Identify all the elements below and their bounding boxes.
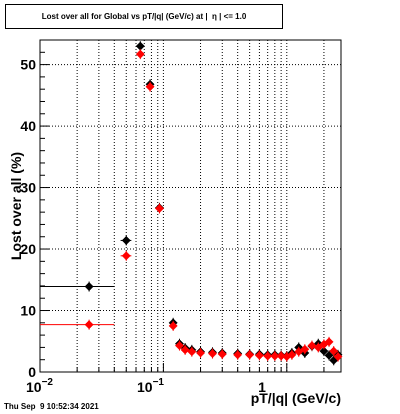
data-point	[333, 352, 343, 362]
data-point	[121, 251, 131, 261]
data-point	[263, 351, 273, 361]
x-tick-base-1e-1: 10	[137, 379, 153, 395]
series-2	[40, 49, 343, 362]
data-point	[154, 203, 165, 214]
x-tick-label-1e-2: 10−2	[26, 377, 53, 395]
x-tick-label-1: 1	[258, 379, 266, 395]
y-tick-label: 40	[20, 118, 36, 134]
y-tick-label: 20	[20, 241, 36, 257]
data-point	[145, 82, 155, 92]
data-point	[287, 350, 297, 360]
data-point	[254, 350, 264, 360]
y-tick-label: 10	[20, 303, 36, 319]
y-axis-title: Lost over all (%)	[8, 152, 24, 260]
data-point	[207, 349, 218, 359]
data-point	[217, 349, 227, 359]
x-tick-exp-1e-2: −2	[42, 377, 54, 388]
data-point	[300, 344, 310, 354]
y-tick-label: 0	[28, 364, 36, 380]
x-tick-base-1e-2: 10	[26, 379, 42, 395]
y-tick-label: 30	[20, 180, 36, 196]
grid-lines	[40, 40, 341, 372]
data-point	[276, 351, 286, 361]
data-point	[135, 41, 145, 51]
x-tick-exp-1e-1: −1	[153, 377, 165, 388]
y-tick-label: 50	[20, 57, 36, 73]
timestamp-footer: Thu Sep 9 10:52:34 2021	[4, 402, 99, 411]
chart-title: Lost over all for Global vs pT/|q| (GeV/…	[5, 4, 283, 29]
data-point	[84, 320, 94, 330]
data-marks	[40, 41, 343, 366]
data-point	[270, 351, 280, 361]
data-point	[245, 350, 255, 360]
data-point	[180, 345, 190, 355]
data-point	[174, 341, 185, 351]
data-point	[324, 337, 334, 347]
data-point	[195, 348, 206, 358]
x-tick-label-1e-1: 10−1	[137, 377, 164, 395]
data-point	[319, 346, 329, 356]
axes: 0 10 20 30 40 50	[20, 51, 325, 380]
x-axis-title: pT/|q| (GeV/c)	[251, 390, 341, 406]
data-point	[84, 281, 94, 292]
data-point	[187, 347, 197, 357]
plot-frame	[39, 39, 342, 373]
data-point	[168, 321, 178, 331]
series-1	[40, 41, 343, 366]
data-point	[233, 350, 243, 360]
data-point	[329, 346, 339, 356]
data-point	[324, 350, 334, 360]
data-point	[121, 235, 131, 245]
data-point	[135, 49, 145, 59]
